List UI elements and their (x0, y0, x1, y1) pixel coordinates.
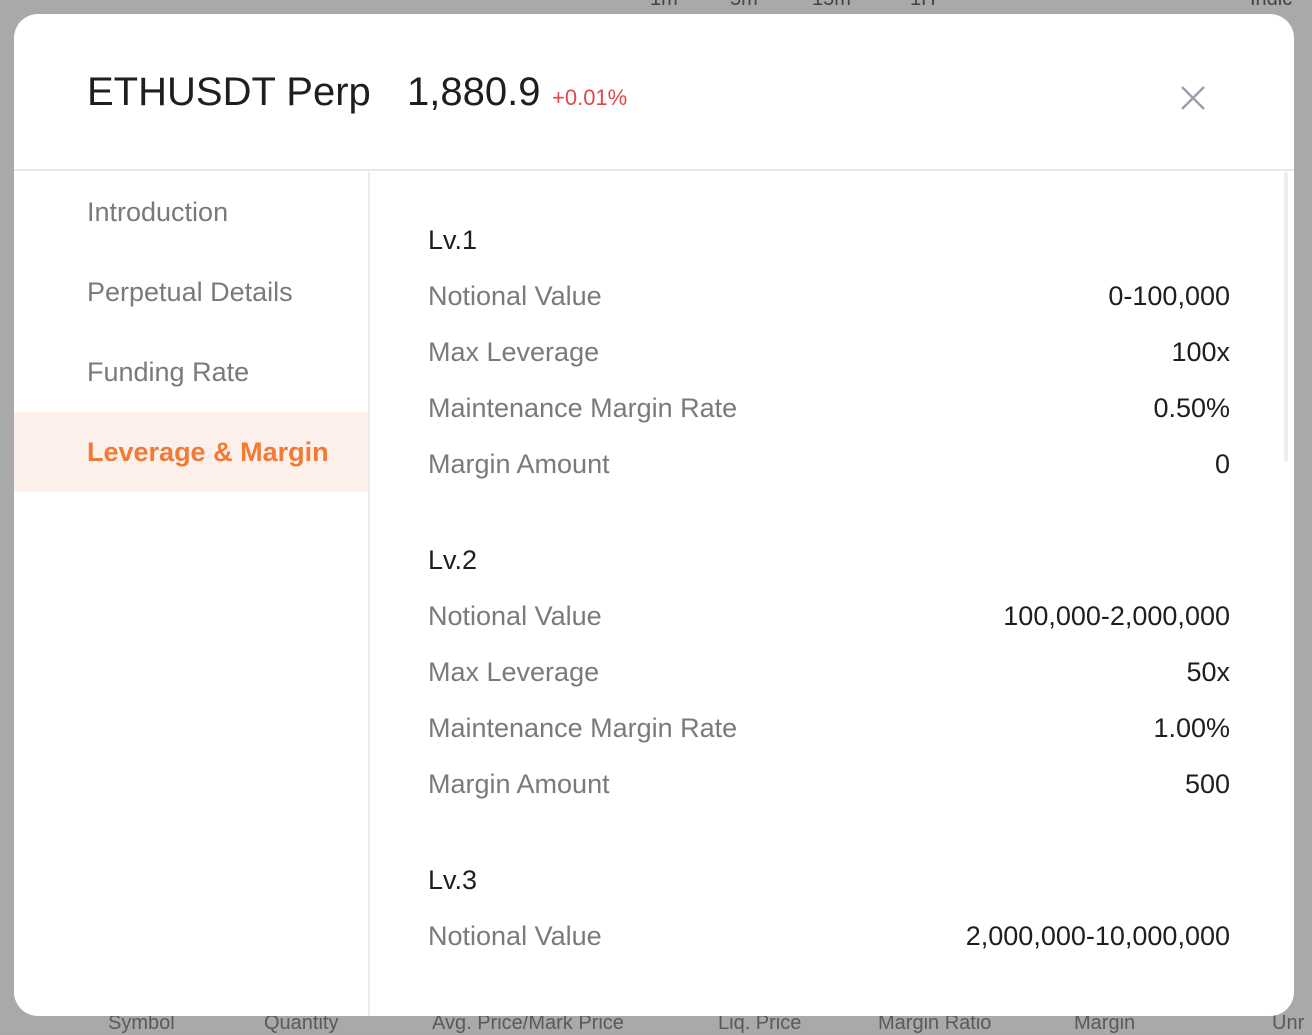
row-value: 0 (1214, 449, 1230, 479)
sidebar-item-leverage-margin[interactable]: Leverage & Margin (14, 412, 368, 492)
col-header: Symbol (108, 1012, 175, 1034)
col-header: Margin Ratio (878, 1012, 992, 1034)
row-value: 1.00% (1153, 713, 1230, 743)
level-title: Lv.3 (428, 865, 478, 895)
level-title: Lv.2 (428, 545, 478, 575)
row-value: 100x (1171, 337, 1230, 367)
level-row: Max Leverage 100x (428, 324, 1230, 380)
level-title: Lv.1 (428, 225, 478, 255)
modal-header: ETHUSDT Perp 1,880.9 +0.01% (14, 14, 1294, 171)
interval-tab[interactable]: 5m (730, 0, 758, 11)
level-section: Lv.1 Notional Value 0-100,000 Max Leverage 1… (372, 212, 1294, 492)
row-label: Notional Value (428, 281, 602, 311)
level-row: Margin Amount 500 (428, 756, 1230, 812)
row-value: 100,000-2,000,000 (1003, 601, 1230, 631)
price-change: +0.01% (552, 85, 628, 110)
level-row: Margin Amount 0 (428, 436, 1230, 492)
sidebar-item-introduction[interactable]: Introduction (87, 197, 229, 227)
sidebar-item-funding-rate[interactable]: Funding Rate (87, 357, 250, 387)
level-row: Notional Value 2,000,000-10,000,000 (428, 908, 1230, 958)
level-row: Max Leverage 50x (428, 644, 1230, 700)
last-price: 1,880.9 (407, 70, 541, 114)
level-row: Maintenance Margin Rate 0.50% (428, 380, 1230, 436)
contract-info-modal: ETHUSDT Perp 1,880.9 +0.01% Introduction… (14, 14, 1294, 1016)
scrollbar[interactable] (1284, 172, 1288, 462)
row-label: Maintenance Margin Rate (428, 393, 738, 423)
chart-toolbar: 1m 5m 15m 1H Indic (0, 0, 1312, 12)
sidebar-item-perpetual-details[interactable]: Perpetual Details (87, 277, 293, 307)
interval-tab[interactable]: 1H (910, 0, 936, 11)
row-label: Maintenance Margin Rate (428, 713, 738, 743)
interval-tab[interactable]: 15m (812, 0, 851, 11)
leverage-margin-content: Lv.1 Notional Value 0-100,000 Max Leverage 1… (372, 172, 1294, 958)
col-header: Quantity (264, 1012, 339, 1034)
col-header: Liq. Price (718, 1012, 802, 1034)
row-label: Max Leverage (428, 337, 600, 367)
col-header: Avg. Price/Mark Price (432, 1012, 624, 1034)
row-label: Max Leverage (428, 657, 600, 687)
level-row: Notional Value 0-100,000 (428, 268, 1230, 324)
level-row: Notional Value 100,000-2,000,000 (428, 588, 1230, 644)
modal-title: ETHUSDT Perp (87, 70, 371, 114)
close-icon (1181, 86, 1205, 110)
row-label: Notional Value (428, 601, 602, 631)
level-section: Lv.2 Notional Value 100,000-2,000,000 Max L… (372, 532, 1294, 812)
row-value: 2,000,000-10,000,000 (965, 921, 1230, 951)
col-header: Margin (1074, 1012, 1136, 1034)
row-value: 0.50% (1153, 393, 1230, 423)
row-label: Margin Amount (428, 449, 610, 479)
modal-sidebar: Introduction Perpetual Details Funding Rat… (14, 172, 370, 1016)
row-label: Notional Value (428, 921, 602, 951)
col-header: Unr (1272, 1012, 1305, 1034)
row-value: 0-100,000 (1108, 281, 1230, 311)
row-value: 500 (1184, 769, 1230, 799)
indicators-button[interactable]: Indic (1250, 0, 1292, 11)
row-value: 50x (1186, 657, 1230, 687)
close-button[interactable] (1177, 82, 1209, 114)
level-row: Maintenance Margin Rate 1.00% (428, 700, 1230, 756)
interval-tab[interactable]: 1m (650, 0, 678, 11)
row-label: Margin Amount (428, 769, 610, 799)
